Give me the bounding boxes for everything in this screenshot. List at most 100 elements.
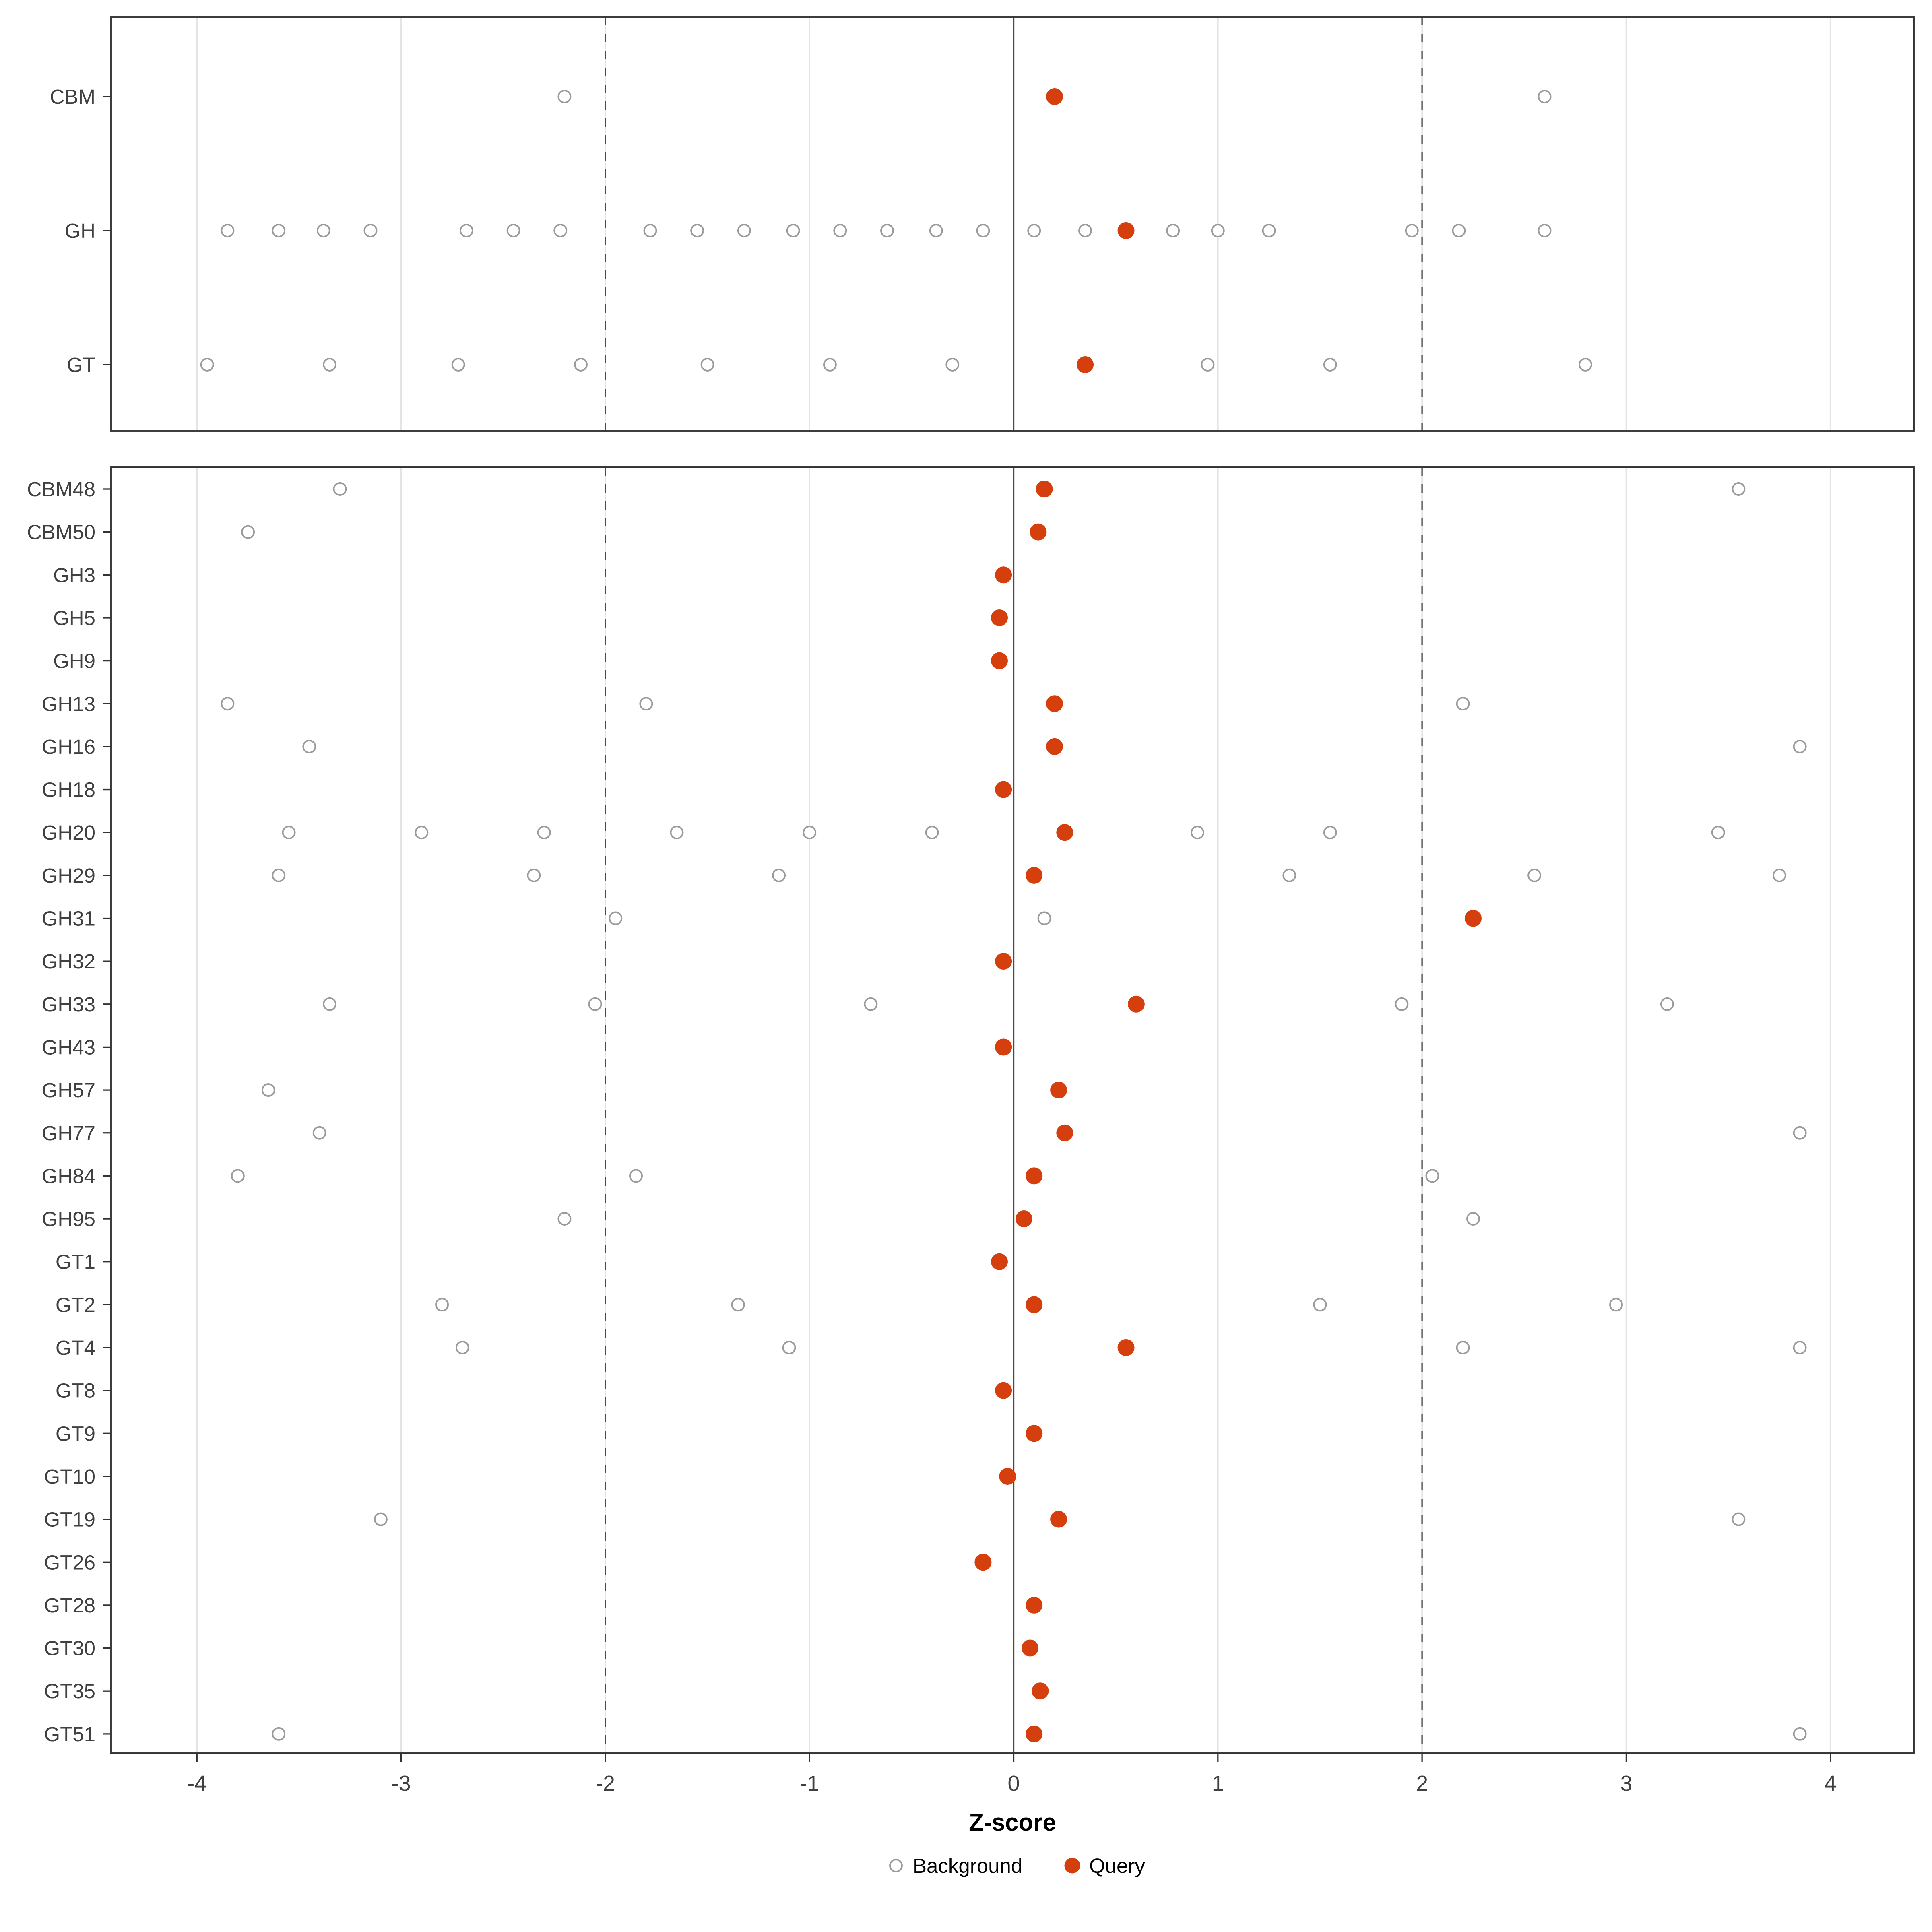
- background-point: [772, 868, 786, 882]
- background-point: [363, 224, 378, 237]
- query-point: [1015, 1210, 1032, 1228]
- query-point: [1026, 1596, 1043, 1614]
- category-label: GH: [65, 219, 96, 242]
- query-point: [995, 1038, 1012, 1056]
- x-tick-label: 1: [1212, 1771, 1224, 1796]
- query-point: [1117, 1339, 1135, 1356]
- background-point: [553, 224, 568, 237]
- category-label: GT30: [44, 1637, 95, 1660]
- background-point: [629, 1169, 643, 1183]
- background-point: [1456, 697, 1470, 711]
- background-point: [864, 997, 878, 1011]
- background-point: [272, 1727, 286, 1741]
- background-point: [506, 224, 520, 237]
- query-point: [1026, 867, 1043, 884]
- category-label: GT1: [56, 1251, 95, 1274]
- background-point: [782, 1341, 796, 1354]
- x-axis-title: Z-score: [969, 1809, 1056, 1836]
- background-point: [1037, 911, 1051, 925]
- background-point: [574, 358, 588, 372]
- category-label: GT51: [44, 1723, 95, 1746]
- query-point: [1026, 1296, 1043, 1313]
- query-point: [1026, 1425, 1043, 1442]
- background-point: [312, 1126, 326, 1140]
- x-tick-label: -2: [596, 1771, 615, 1796]
- query-point: [1046, 88, 1063, 105]
- background-point: [803, 826, 817, 840]
- background-point: [609, 911, 623, 925]
- x-tick-label: 2: [1416, 1771, 1428, 1796]
- background-point: [925, 826, 939, 840]
- x-tick-label: -4: [187, 1771, 206, 1796]
- background-point: [261, 1083, 275, 1097]
- background-point: [945, 358, 960, 372]
- query-point: [1050, 1511, 1067, 1528]
- background-point: [1425, 1169, 1439, 1183]
- background-point: [272, 868, 286, 882]
- background-point: [1732, 1512, 1746, 1526]
- category-label: CBM50: [27, 521, 95, 544]
- background-point: [221, 697, 235, 711]
- background-point: [1395, 997, 1409, 1011]
- background-point: [1027, 224, 1041, 237]
- category-label: GH29: [42, 864, 95, 887]
- query-point: [1046, 738, 1063, 755]
- category-label: GH18: [42, 778, 95, 801]
- background-point: [1456, 1341, 1470, 1354]
- background-point: [690, 224, 704, 237]
- background-point: [1711, 826, 1725, 840]
- background-point: [700, 358, 714, 372]
- category-label: GT: [67, 353, 95, 376]
- background-point: [643, 224, 657, 237]
- background-point: [833, 224, 847, 237]
- query-point: [1026, 1167, 1043, 1185]
- query-point: [1026, 1725, 1043, 1742]
- background-point: [1323, 358, 1337, 372]
- query-point: [995, 566, 1012, 584]
- background-point: [231, 1169, 245, 1183]
- background-point: [1452, 224, 1466, 237]
- background-point: [241, 525, 255, 539]
- category-label: GH20: [42, 821, 95, 844]
- background-point: [415, 826, 429, 840]
- background-point: [459, 224, 473, 237]
- category-label: GT28: [44, 1594, 95, 1617]
- background-point: [670, 826, 684, 840]
- background-point: [737, 224, 751, 237]
- category-label: GH13: [42, 692, 95, 715]
- category-label: GH32: [42, 950, 95, 973]
- background-point: [1660, 997, 1674, 1011]
- background-point: [455, 1341, 469, 1354]
- background-point: [200, 358, 214, 372]
- background-point: [929, 224, 943, 237]
- category-label: GH5: [53, 607, 95, 630]
- query-point: [1036, 481, 1053, 497]
- category-label: CBM: [50, 85, 95, 108]
- x-tick-label: 4: [1825, 1771, 1837, 1796]
- background-point: [1466, 1212, 1480, 1226]
- background-point: [1262, 224, 1276, 237]
- background-point: [1732, 482, 1746, 496]
- category-label: GT4: [56, 1336, 95, 1359]
- background-point: [333, 482, 347, 496]
- query-point: [1032, 1682, 1049, 1700]
- query-point: [995, 953, 1012, 970]
- category-label: GT35: [44, 1680, 95, 1703]
- background-point: [1578, 358, 1592, 372]
- category-label: GT19: [44, 1508, 95, 1531]
- query-point: [1030, 523, 1047, 541]
- query-point: [1056, 824, 1073, 841]
- x-tick-label: -3: [392, 1771, 411, 1796]
- category-label: GH3: [53, 564, 95, 586]
- query-point: [1056, 1124, 1073, 1141]
- query-point: [999, 1468, 1016, 1485]
- query-point: [995, 781, 1012, 798]
- background-point: [1323, 826, 1337, 840]
- panel-border: [110, 466, 1915, 1754]
- background-point: [1527, 868, 1542, 882]
- x-tick-label: -1: [800, 1771, 819, 1796]
- background-point: [221, 224, 235, 237]
